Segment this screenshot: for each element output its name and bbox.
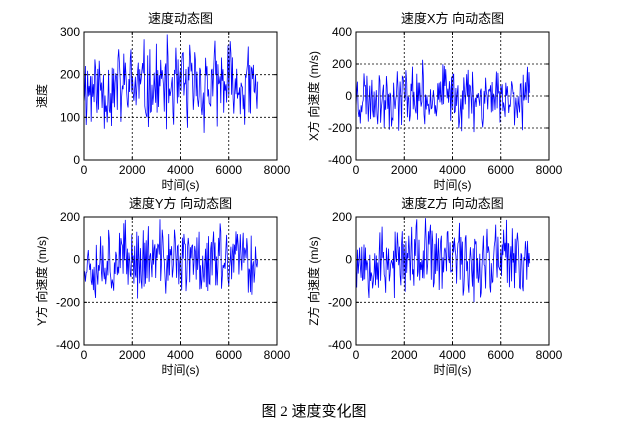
chart-title: 速度X方 向动态图: [401, 11, 504, 26]
x-tick-label: 2000: [391, 163, 418, 177]
x-tick-label: 0: [81, 348, 88, 362]
y-axis-label: X方 向速度 (m/s): [306, 51, 321, 141]
y-tick-label: -400: [56, 338, 80, 352]
x-tick-label: 0: [353, 163, 360, 177]
x-tick-label: 6000: [215, 348, 242, 362]
x-tick-label: 8000: [264, 163, 291, 177]
y-tick-label: -400: [328, 153, 352, 167]
y-tick-label: 0: [73, 253, 80, 267]
y-axis-label: Z方 向速度 (m/s): [306, 236, 321, 325]
data-series-line: [83, 219, 259, 299]
y-tick-label: 0: [345, 89, 352, 103]
y-tick-label: 400: [332, 25, 352, 39]
x-axis-label: 时间(s): [434, 363, 472, 377]
y-tick-label: 0: [73, 153, 80, 167]
x-axis-label: 时间(s): [162, 363, 200, 377]
x-axis-label: 时间(s): [162, 178, 200, 192]
y-tick-label: 100: [60, 110, 80, 124]
y-tick-label: 200: [60, 68, 80, 82]
y-tick-label: -200: [328, 121, 352, 135]
data-series-line: [355, 218, 531, 303]
x-tick-label: 4000: [167, 163, 194, 177]
y-tick-label: -200: [56, 295, 80, 309]
x-tick-label: 8000: [536, 348, 563, 362]
y-tick-label: 300: [60, 25, 80, 39]
x-tick-label: 8000: [536, 163, 563, 177]
figure-caption: 图 2 速度变化图: [261, 404, 367, 420]
y-tick-label: 200: [332, 210, 352, 224]
x-tick-label: 8000: [264, 348, 291, 362]
y-tick-label: -400: [328, 338, 352, 352]
x-tick-label: 4000: [439, 163, 466, 177]
chart-title: 速度Y方 向动态图: [129, 196, 232, 211]
y-tick-label: 0: [345, 253, 352, 267]
y-tick-label: -200: [328, 295, 352, 309]
data-series-line: [83, 34, 259, 133]
subplot-2: 0 2000 4000 6000 8000 -400 -200 0 200 400 速度X方 向动态…: [306, 11, 563, 192]
x-tick-label: 2000: [391, 348, 418, 362]
x-tick-label: 6000: [215, 163, 242, 177]
y-axis-label: Y方 向速度 (m/s): [34, 236, 49, 326]
y-tick-label: 200: [60, 210, 80, 224]
subplot-4: 0 2000 4000 6000 8000 -400 -200 0 200 速度Z方 向动态图时间…: [306, 196, 563, 377]
x-tick-label: 4000: [439, 348, 466, 362]
x-tick-label: 6000: [487, 163, 514, 177]
x-tick-label: 0: [81, 163, 88, 177]
x-tick-label: 6000: [487, 348, 514, 362]
y-tick-label: 200: [332, 57, 352, 71]
chart-title: 速度动态图: [148, 11, 213, 26]
chart-title: 速度Z方 向动态图: [401, 196, 504, 211]
x-tick-label: 4000: [167, 348, 194, 362]
x-tick-label: 0: [353, 348, 360, 362]
subplot-3: 0 2000 4000 6000 8000 -400 -200 0 200 速度Y方 向动态图时间…: [34, 196, 291, 377]
x-tick-label: 2000: [119, 348, 146, 362]
data-series-line: [355, 59, 531, 133]
x-axis-label: 时间(s): [434, 178, 472, 192]
y-axis-label: 速度: [34, 84, 49, 108]
x-tick-label: 2000: [119, 163, 146, 177]
